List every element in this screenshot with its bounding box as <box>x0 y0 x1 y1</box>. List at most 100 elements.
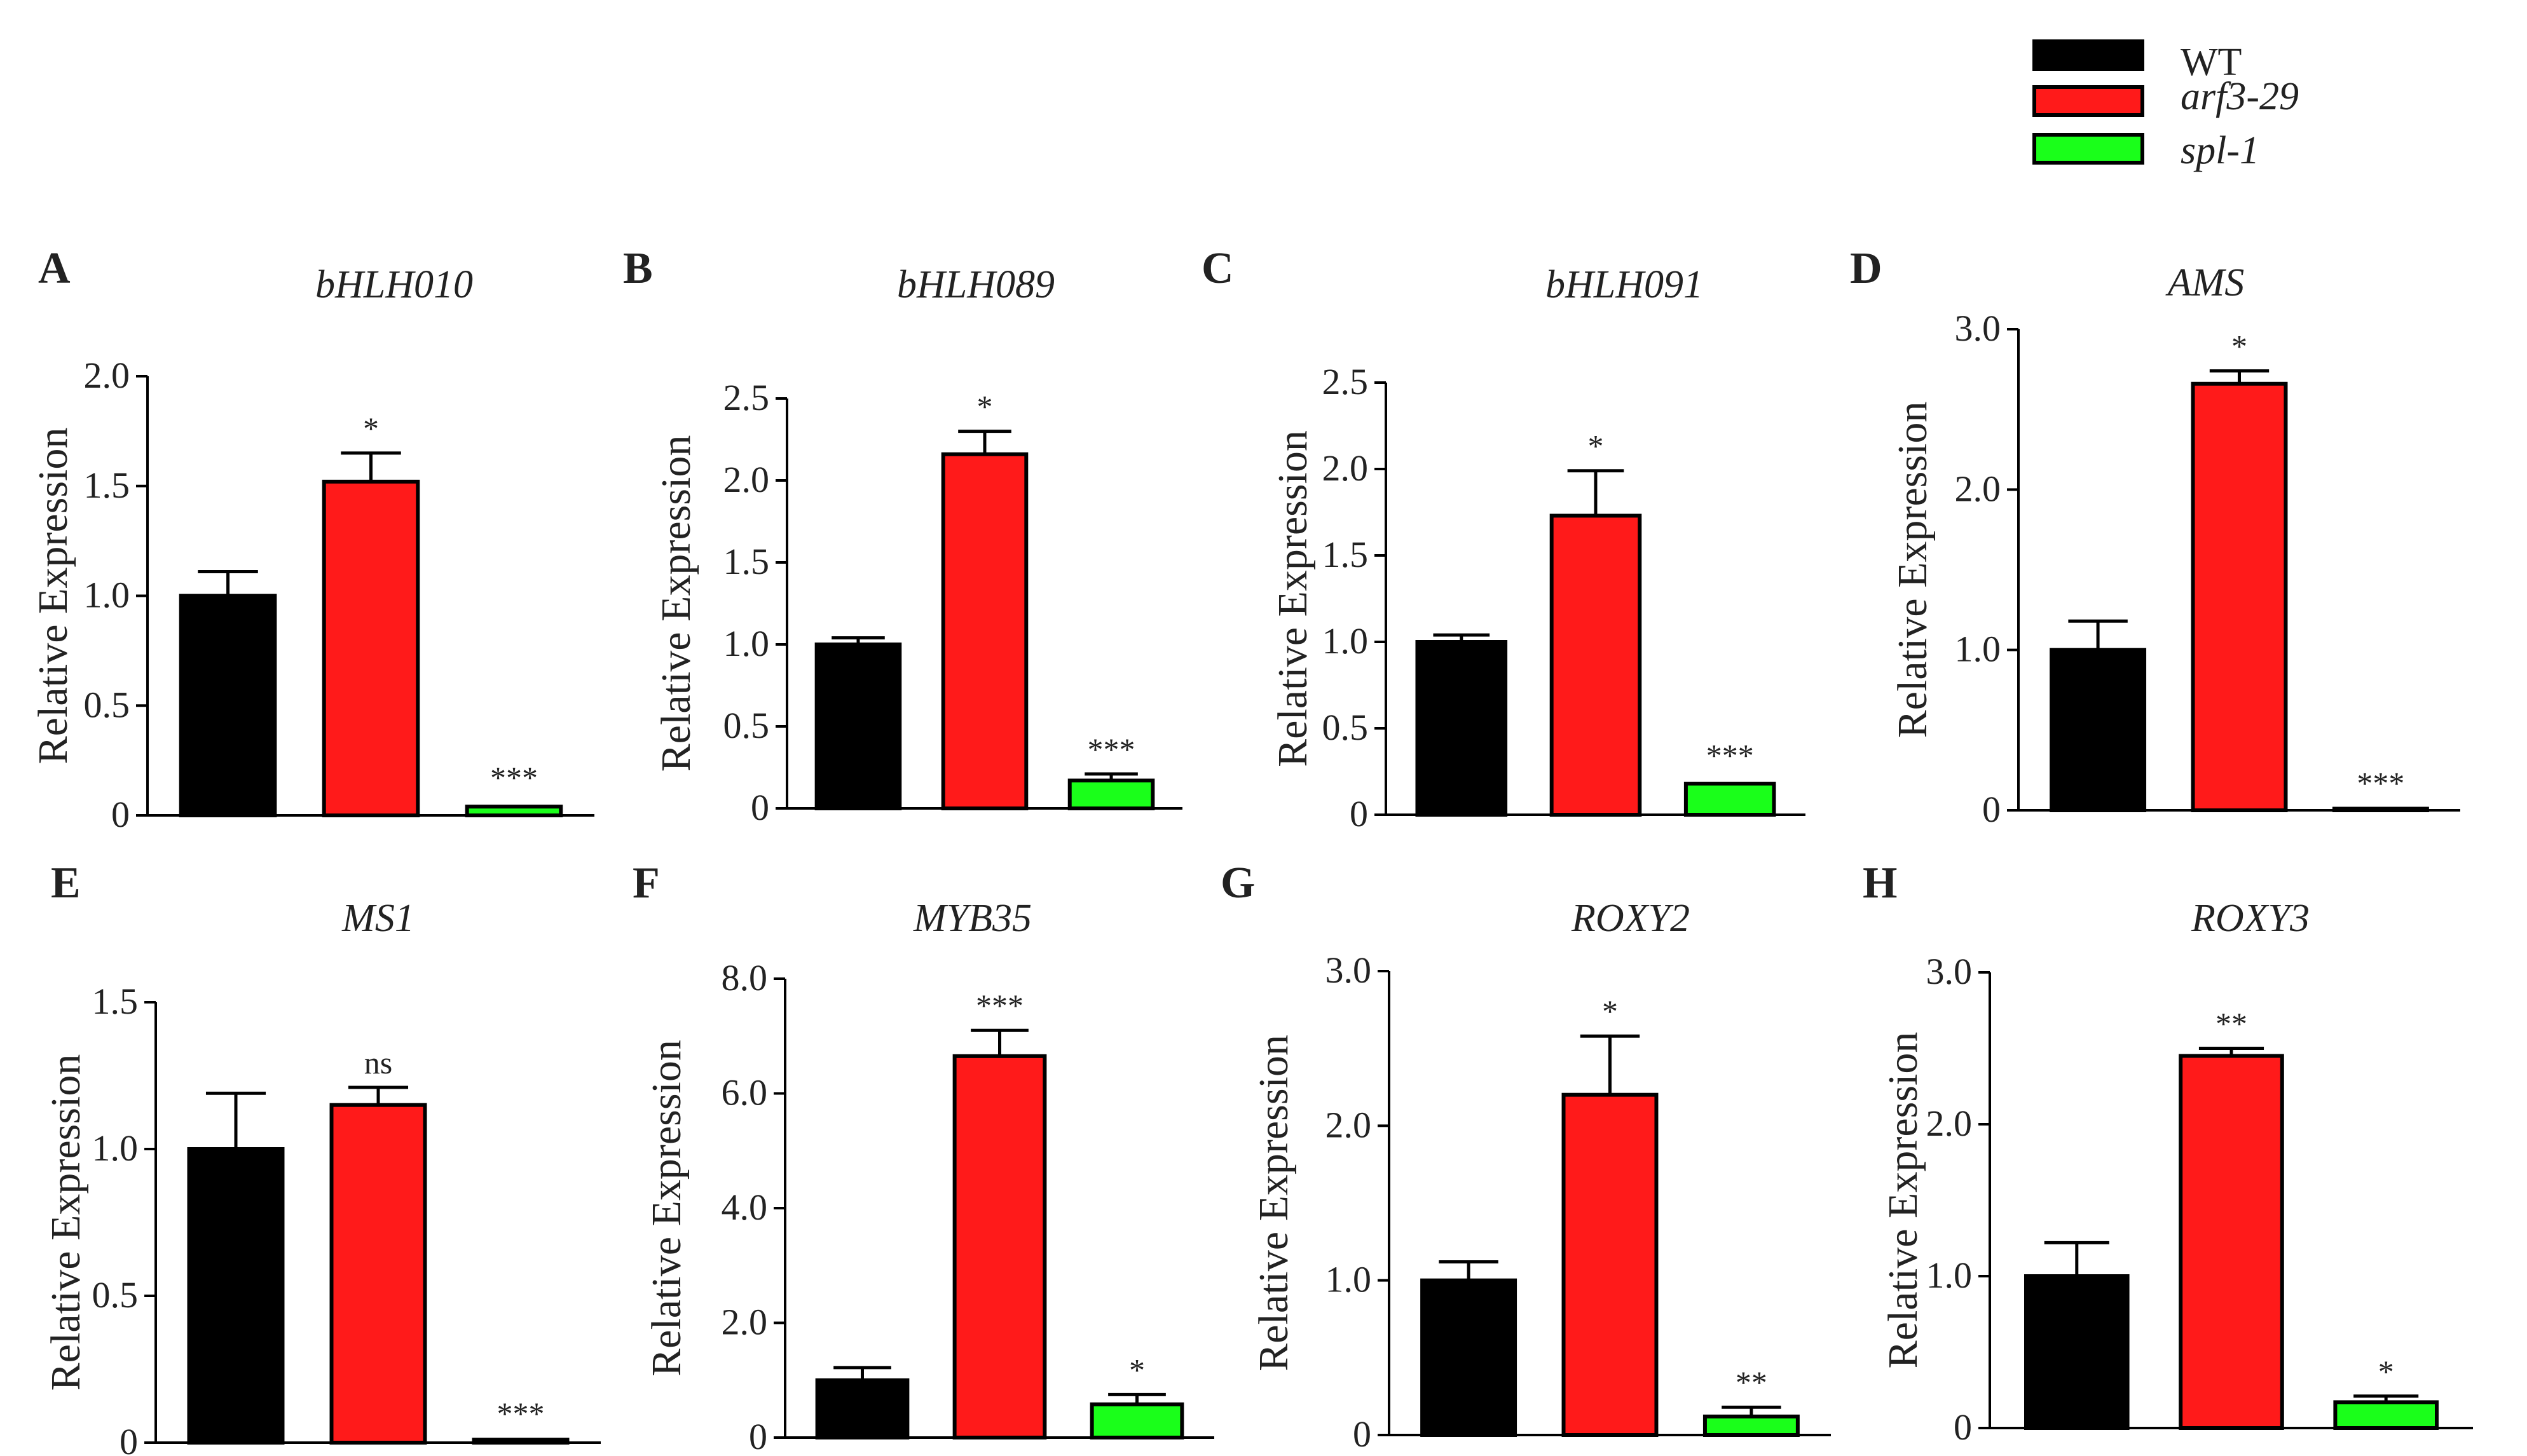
y-tick-label: 0.5 <box>1322 707 1369 748</box>
y-tick-label: 1.0 <box>1322 620 1369 662</box>
chart-title: AMS <box>2165 261 2245 304</box>
y-tick-label: 4.0 <box>722 1187 768 1228</box>
y-axis-label: Relative Expression <box>43 1054 89 1391</box>
bar-wt <box>815 1378 910 1439</box>
chart-title: MYB35 <box>913 897 1032 940</box>
bar-arf3-29 <box>2179 1054 2284 1430</box>
y-tick-label: 0 <box>1353 1413 1371 1455</box>
legend-swatch-wt <box>2032 39 2144 71</box>
panel-letter: F <box>633 859 660 908</box>
chart-title: ROXY2 <box>1571 897 1690 940</box>
y-tick-label: 8.0 <box>722 957 768 998</box>
bar-arf3-29 <box>329 1103 427 1445</box>
significance-label: *** <box>2357 765 2404 801</box>
bar-wt <box>814 643 902 810</box>
y-tick-label: 2.0 <box>1322 447 1369 489</box>
y-tick-label: 1.0 <box>1926 1255 1973 1296</box>
bar-arf3-29 <box>952 1054 1047 1439</box>
y-axis-label: Relative Expression <box>643 1040 690 1377</box>
y-axis-label: Relative Expression <box>653 435 699 772</box>
significance-label: ** <box>1736 1364 1767 1400</box>
y-tick-label: 1.0 <box>84 575 130 616</box>
bar-wt <box>187 1147 285 1445</box>
y-axis-label: Relative Expression <box>1880 1032 1926 1369</box>
panel-letter: A <box>38 244 71 293</box>
legend: WT arf3-29 spl-1 <box>2032 39 2299 172</box>
y-tick-label: 2.0 <box>1325 1104 1372 1145</box>
significance-label: * <box>2378 1354 2394 1389</box>
y-tick-label: 0 <box>749 1416 767 1456</box>
significance-label: * <box>1602 993 1618 1029</box>
chart-title: bHLH089 <box>897 263 1055 306</box>
bar-wt <box>1415 640 1508 817</box>
y-tick-label: 3.0 <box>1926 951 1973 992</box>
panel-letter: E <box>51 859 81 908</box>
y-tick-label: 1.5 <box>1322 534 1369 575</box>
bar-arf3-29 <box>941 452 1029 810</box>
bar-wt <box>1420 1278 1517 1437</box>
y-tick-label: 0.5 <box>723 705 770 746</box>
legend-label-spl: spl-1 <box>2181 129 2259 172</box>
y-axis-label: Relative Expression <box>1270 430 1316 767</box>
y-tick-label: 1.5 <box>84 465 130 506</box>
panel-letter: D <box>1850 244 1882 293</box>
bar-arf3-29 <box>322 479 420 817</box>
bar-spl-1 <box>1067 779 1155 811</box>
chart-title: MS1 <box>341 897 414 940</box>
y-tick-label: 0 <box>1982 789 2001 830</box>
significance-label: * <box>1588 428 1604 464</box>
y-tick-label: 0.5 <box>84 684 130 725</box>
bar-arf3-29 <box>1561 1092 1659 1437</box>
y-tick-label: 1.5 <box>723 541 770 582</box>
y-tick-label: 0 <box>111 794 130 835</box>
significance-label: *** <box>490 759 538 795</box>
y-tick-label: 3.0 <box>1955 308 2001 349</box>
y-axis-label: Relative Expression <box>30 428 76 765</box>
y-tick-label: 1.5 <box>92 981 139 1022</box>
significance-label: * <box>2231 329 2247 364</box>
y-tick-label: 2.0 <box>723 459 770 500</box>
y-tick-label: 1.0 <box>92 1127 139 1169</box>
bar-arf3-29 <box>1549 514 1642 817</box>
significance-label: *** <box>1088 731 1135 767</box>
significance-label: ns <box>364 1045 392 1080</box>
significance-label: *** <box>1706 738 1754 773</box>
panel-letter: B <box>623 244 653 293</box>
y-tick-label: 2.0 <box>1926 1103 1973 1144</box>
y-tick-label: 0 <box>1954 1406 1972 1448</box>
panel-letter: H <box>1863 859 1897 908</box>
y-tick-label: 0.5 <box>92 1274 139 1316</box>
significance-label: *** <box>976 988 1024 1023</box>
legend-label-wt: WT <box>2181 41 2242 84</box>
y-tick-label: 1.0 <box>1325 1259 1372 1300</box>
y-tick-label: 2.0 <box>1955 468 2001 509</box>
bar-spl-1 <box>2332 806 2429 813</box>
bar-wt <box>2024 1274 2130 1430</box>
y-tick-label: 0 <box>120 1421 138 1456</box>
panel-e: E MS1 Relative Expression 0 0.5 1.0 1.5 ns *** <box>43 859 601 1456</box>
significance-label: *** <box>497 1396 545 1431</box>
bar-spl-1 <box>1090 1402 1184 1440</box>
panel-letter: C <box>1202 244 1234 293</box>
bar-spl-1 <box>465 805 563 818</box>
significance-label: * <box>363 411 379 446</box>
significance-label: ** <box>2215 1006 2247 1042</box>
y-tick-label: 0 <box>1350 793 1368 834</box>
y-tick-label: 1.0 <box>723 623 770 664</box>
y-tick-label: 2.0 <box>84 355 130 396</box>
y-tick-label: 2.0 <box>722 1302 768 1343</box>
y-tick-label: 2.5 <box>1322 361 1369 402</box>
y-axis-label: Relative Expression <box>1889 402 1936 738</box>
legend-label-arf3: arf3-29 <box>2181 75 2299 118</box>
significance-label: * <box>977 389 993 425</box>
bar-spl-1 <box>1702 1414 1800 1438</box>
